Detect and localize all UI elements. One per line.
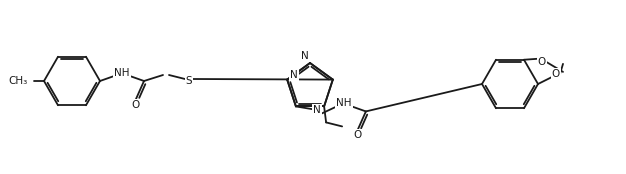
Text: NH: NH xyxy=(336,98,352,108)
Text: N: N xyxy=(290,70,298,80)
Text: O: O xyxy=(552,69,560,79)
Text: S: S xyxy=(186,76,192,86)
Text: N: N xyxy=(313,105,321,115)
Text: O: O xyxy=(538,57,546,67)
Text: N: N xyxy=(301,51,309,61)
Text: O: O xyxy=(132,100,140,110)
Text: NH: NH xyxy=(115,68,130,78)
Text: O: O xyxy=(354,130,362,140)
Text: CH₃: CH₃ xyxy=(9,76,28,86)
